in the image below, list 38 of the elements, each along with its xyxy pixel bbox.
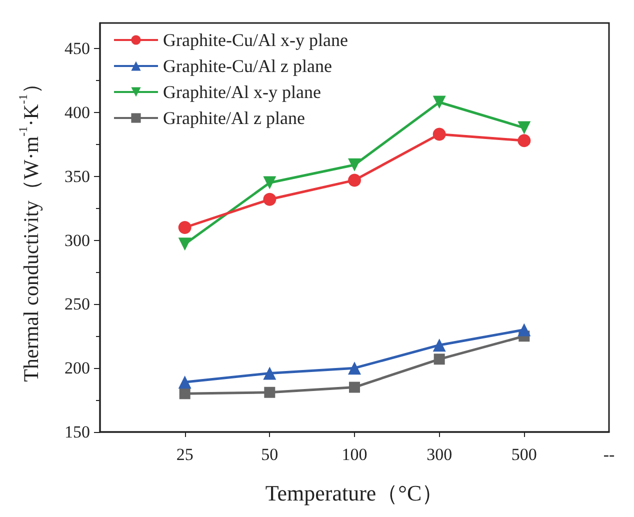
point [348, 158, 361, 172]
y-tick-label: 200 [64, 358, 90, 378]
y-axis-title: Thermal conductivity（W·m-1·K-1） [16, 73, 43, 382]
y-tick-label: 450 [64, 39, 90, 58]
x-tick-label: 500 [511, 445, 537, 464]
y-tick-label: 150 [64, 422, 90, 442]
point [178, 221, 192, 234]
point [432, 128, 446, 141]
point [349, 382, 360, 393]
point [518, 134, 531, 148]
legend-label: Graphite-Cu/Al x-y plane [163, 30, 348, 50]
point [432, 96, 446, 109]
point [518, 121, 531, 134]
x-tick-label: -- [603, 445, 615, 464]
legend-label: Graphite-Cu/Al z plane [163, 56, 332, 76]
point [348, 174, 361, 187]
y-tick-label: 250 [64, 294, 90, 314]
point [178, 376, 192, 389]
point [178, 238, 192, 251]
legend-label: Graphite/Al z plane [163, 108, 305, 128]
point [432, 338, 446, 352]
point [518, 323, 531, 336]
point [263, 366, 276, 380]
point [264, 386, 276, 398]
point [348, 362, 361, 375]
legend-label: Graphite/Al x-y plane [163, 82, 321, 102]
point [434, 354, 445, 365]
x-tick-label: 300 [426, 445, 452, 464]
point [179, 388, 190, 400]
y-tick-label: 400 [64, 102, 90, 122]
point [263, 192, 276, 206]
x-tick-label: 100 [342, 445, 368, 464]
y-tick-label: 350 [64, 166, 90, 186]
x-tick-label: 25 [176, 445, 194, 464]
x-tick-label: 50 [261, 445, 278, 464]
x-axis-title: Temperature（°C） [265, 480, 444, 506]
y-tick-label: 300 [64, 230, 90, 250]
point [263, 176, 276, 190]
